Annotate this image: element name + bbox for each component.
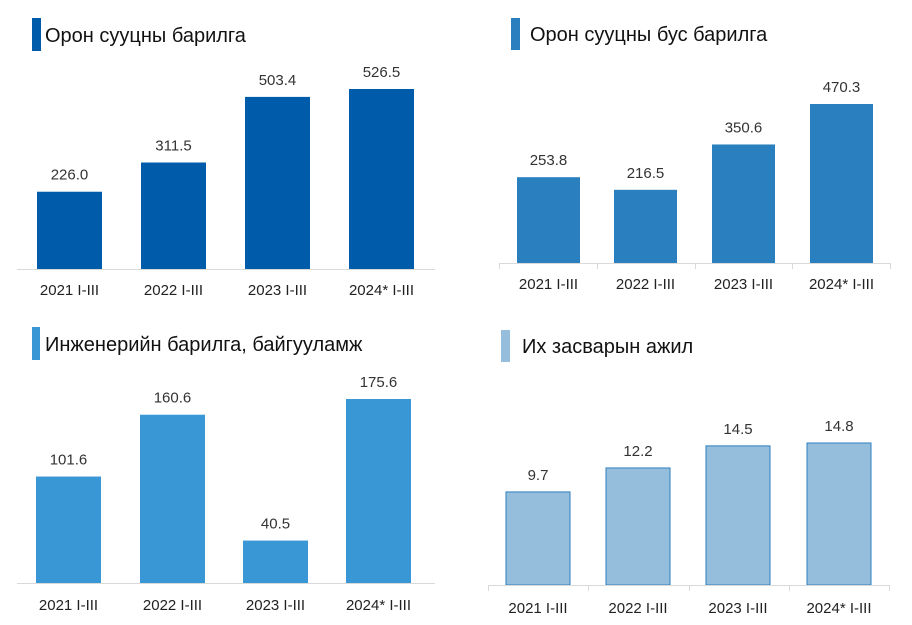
title-marker-1 <box>32 18 41 51</box>
data-label-2-4: 470.3 <box>823 79 861 96</box>
x-tick-label-2-3: 2023 I-III <box>714 276 773 293</box>
x-tick-label-3-4: 2024* I-III <box>346 597 411 614</box>
data-label-4-4: 14.8 <box>824 418 853 435</box>
bar-4-2 <box>605 467 671 586</box>
data-label-3-3: 40.5 <box>261 516 290 533</box>
title-marker-2 <box>511 18 520 50</box>
data-label-4-3: 14.5 <box>723 421 752 438</box>
data-label-3-2: 160.6 <box>154 390 192 407</box>
x-tick-label-3-2: 2022 I-III <box>143 597 202 614</box>
x-tick-label-2-2: 2022 I-III <box>616 276 675 293</box>
x-tick-label-4-2: 2022 I-III <box>608 600 667 617</box>
data-label-2-2: 216.5 <box>627 165 665 182</box>
data-label-2-1: 253.8 <box>530 152 568 169</box>
title-marker-3 <box>32 327 40 360</box>
data-label-1-1: 226.0 <box>51 167 89 184</box>
data-label-3-1: 101.6 <box>50 452 88 469</box>
bar-3-3 <box>243 540 308 583</box>
bar-4-3 <box>705 445 771 586</box>
chart-title-1: Орон сууцны барилга <box>45 25 247 47</box>
data-label-3-4: 175.6 <box>360 374 398 391</box>
title-marker-4 <box>501 330 510 362</box>
chart-title-3: Инженерийн барилга, байгууламж <box>45 334 363 356</box>
bar-4-4 <box>806 442 872 586</box>
data-label-1-4: 526.5 <box>363 64 401 81</box>
x-tick-label-1-2: 2022 I-III <box>144 282 203 299</box>
bar-1-4 <box>349 89 414 269</box>
x-tick-label-4-4: 2024* I-III <box>806 600 871 617</box>
x-tick-label-1-1: 2021 I-III <box>40 282 99 299</box>
chart-title-4: Их засварын ажил <box>522 336 693 358</box>
x-tick-label-4-3: 2023 I-III <box>708 600 767 617</box>
bar-2-4 <box>810 104 873 263</box>
x-tick-label-2-1: 2021 I-III <box>519 276 578 293</box>
x-tick-label-2-4: 2024* I-III <box>809 276 874 293</box>
data-label-4-1: 9.7 <box>528 467 549 484</box>
x-tick-label-1-3: 2023 I-III <box>248 282 307 299</box>
bar-1-1 <box>37 191 102 269</box>
bar-2-3 <box>712 144 775 263</box>
data-label-4-2: 12.2 <box>623 443 652 460</box>
bar-2-1 <box>517 177 580 263</box>
x-tick-label-3-1: 2021 I-III <box>39 597 98 614</box>
data-label-2-3: 350.6 <box>725 119 763 136</box>
x-tick-label-4-1: 2021 I-III <box>508 600 567 617</box>
bar-4-1 <box>505 491 571 586</box>
bar-2-2 <box>614 189 677 263</box>
bar-1-2 <box>141 162 206 269</box>
bar-3-2 <box>140 414 205 583</box>
chart-title-2: Орон сууцны бус барилга <box>530 24 768 46</box>
bar-3-4 <box>346 399 411 583</box>
data-label-1-2: 311.5 <box>155 138 191 155</box>
data-label-1-3: 503.4 <box>259 72 297 89</box>
bar-3-1 <box>36 476 101 583</box>
bar-1-3 <box>245 96 310 270</box>
x-tick-label-3-3: 2023 I-III <box>246 597 305 614</box>
x-tick-label-1-4: 2024* I-III <box>349 282 414 299</box>
